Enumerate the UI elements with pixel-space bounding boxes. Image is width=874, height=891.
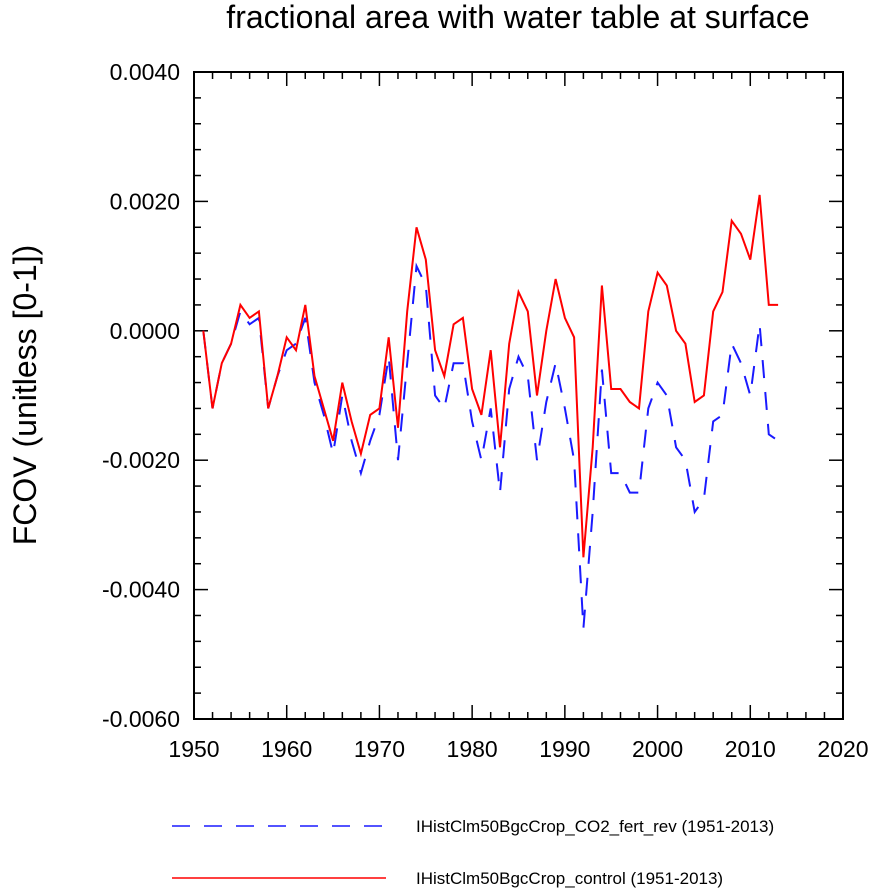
legend-label-2: IHistClm50BgcCrop_control (1951-2013): [416, 869, 723, 888]
y-tick-label: 0.0000: [110, 318, 180, 344]
x-tick-label: 1970: [354, 736, 405, 762]
y-axis-label: FCOV (unitless [0-1]): [7, 245, 43, 546]
series-line-2: [202, 194, 779, 558]
plot-frame: [193, 71, 844, 720]
plot-area: 1950 1960 1970 1980 1990 2000 2010 2020 -0.0060 -…: [102, 59, 869, 762]
y-tick-label: -0.0040: [102, 577, 180, 603]
x-tick-label: 1950: [168, 736, 219, 762]
x-tick-label: 2000: [632, 736, 683, 762]
x-tick-label: 1990: [539, 736, 590, 762]
y-tick-label: 0.0040: [110, 59, 180, 85]
y-tick-label: -0.0060: [102, 706, 180, 732]
legend: IHistClm50BgcCrop_CO2_fert_rev (1951-201…: [172, 817, 774, 888]
x-tick-label: 1980: [447, 736, 498, 762]
x-tick-label: 2020: [817, 736, 868, 762]
x-tick-label: 2010: [725, 736, 776, 762]
legend-label-1: IHistClm50BgcCrop_CO2_fert_rev (1951-201…: [416, 817, 774, 836]
chart-title: fractional area with water table at surf…: [226, 0, 809, 35]
x-tick-label: 1960: [261, 736, 312, 762]
y-tick-label: -0.0020: [102, 447, 180, 473]
y-tick-label: 0.0020: [110, 188, 180, 214]
series-line-1: [202, 262, 779, 629]
